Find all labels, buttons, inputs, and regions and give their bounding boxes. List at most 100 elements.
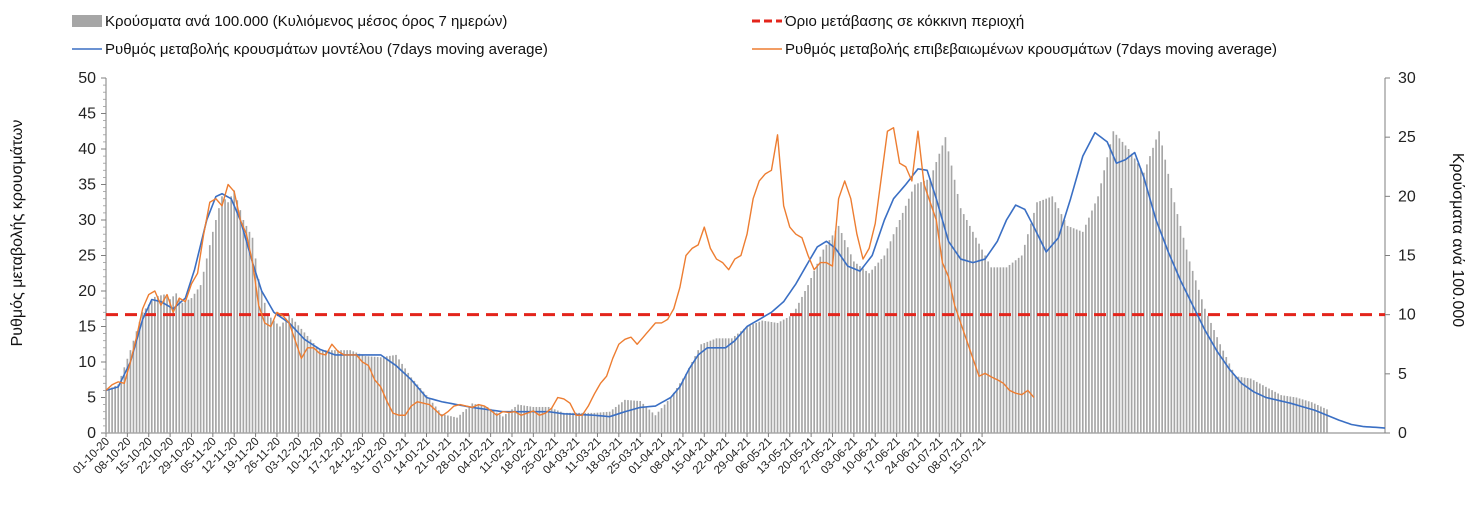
y-right-tick-label: 10 bbox=[1398, 307, 1416, 324]
bar bbox=[593, 412, 596, 433]
bar bbox=[581, 412, 584, 433]
bar bbox=[941, 145, 944, 433]
confirmed-rate-line bbox=[105, 126, 1035, 417]
bar bbox=[825, 244, 828, 433]
bar bbox=[578, 412, 580, 433]
bar bbox=[550, 408, 553, 433]
bar bbox=[1307, 401, 1310, 433]
bar bbox=[1185, 249, 1188, 433]
y-left-tick-label: 0 bbox=[87, 425, 96, 442]
bar bbox=[547, 406, 550, 433]
bar bbox=[1179, 225, 1182, 433]
bar bbox=[263, 302, 266, 433]
bar bbox=[315, 346, 318, 433]
bar bbox=[489, 408, 492, 433]
bar bbox=[990, 267, 993, 433]
y-left-tick-label: 10 bbox=[78, 354, 96, 371]
y-right-tick-label: 30 bbox=[1398, 70, 1416, 87]
bar bbox=[273, 320, 275, 433]
bar bbox=[669, 397, 672, 433]
bar bbox=[706, 341, 709, 433]
bar bbox=[1173, 202, 1176, 433]
bar bbox=[944, 137, 947, 434]
bar bbox=[205, 258, 208, 433]
bar bbox=[178, 298, 181, 433]
bar-series bbox=[105, 131, 1328, 434]
bar bbox=[331, 350, 333, 433]
y-right-tick-label: 5 bbox=[1398, 366, 1407, 383]
bar bbox=[935, 162, 938, 433]
bar bbox=[187, 299, 190, 433]
y-left-tick-label: 20 bbox=[78, 283, 96, 300]
bar bbox=[654, 415, 657, 433]
bar bbox=[978, 243, 980, 433]
bar bbox=[798, 302, 800, 433]
y-left-tick-label: 25 bbox=[78, 248, 96, 265]
bar bbox=[697, 350, 700, 433]
bar bbox=[819, 256, 822, 433]
bar bbox=[810, 277, 812, 433]
bar bbox=[340, 350, 342, 433]
bar bbox=[1155, 139, 1157, 433]
bar bbox=[532, 406, 535, 433]
bar bbox=[108, 388, 110, 433]
bar bbox=[553, 409, 556, 433]
bar bbox=[367, 356, 370, 433]
bar bbox=[1222, 350, 1225, 433]
bar bbox=[1133, 158, 1136, 433]
bar bbox=[1249, 378, 1252, 433]
bar bbox=[114, 385, 116, 433]
bar bbox=[969, 225, 971, 433]
bar bbox=[605, 411, 608, 433]
bar bbox=[965, 220, 968, 433]
bar bbox=[1161, 145, 1163, 433]
bar bbox=[370, 356, 373, 433]
bar bbox=[1234, 376, 1237, 433]
bar bbox=[1167, 173, 1170, 433]
bar bbox=[1002, 267, 1005, 433]
bar bbox=[1048, 197, 1051, 433]
bar bbox=[642, 403, 645, 433]
bar bbox=[1139, 167, 1142, 433]
bar bbox=[767, 321, 770, 433]
bar bbox=[239, 210, 242, 433]
bar bbox=[498, 414, 501, 433]
bar bbox=[495, 412, 498, 433]
bar bbox=[853, 261, 855, 433]
bar bbox=[160, 295, 162, 433]
bar bbox=[611, 409, 614, 433]
bar bbox=[169, 299, 171, 433]
bar bbox=[1219, 344, 1221, 433]
model-rate-line bbox=[105, 131, 1386, 429]
bar bbox=[450, 416, 452, 433]
bar bbox=[483, 406, 486, 433]
bar bbox=[1014, 260, 1017, 433]
bar bbox=[648, 409, 651, 433]
bar bbox=[608, 411, 611, 433]
bar bbox=[1194, 280, 1197, 433]
bar bbox=[270, 317, 272, 434]
bar bbox=[1228, 363, 1231, 433]
legend-label: Όριο μετάβασης σε κόκκινη περιοχή bbox=[784, 13, 1024, 30]
bar bbox=[984, 255, 986, 433]
bar bbox=[694, 356, 696, 433]
bar bbox=[849, 254, 852, 433]
bar bbox=[898, 220, 901, 433]
bar bbox=[492, 410, 495, 433]
bar bbox=[715, 338, 718, 433]
bar bbox=[456, 417, 458, 433]
bar bbox=[349, 350, 352, 433]
bar bbox=[831, 235, 834, 433]
bar bbox=[254, 258, 257, 433]
bar bbox=[569, 412, 571, 433]
bar bbox=[1066, 225, 1069, 433]
bar bbox=[138, 321, 141, 433]
bar bbox=[199, 285, 202, 433]
bar bbox=[303, 332, 306, 433]
bar bbox=[1210, 322, 1212, 433]
bar bbox=[624, 399, 626, 433]
bar bbox=[804, 291, 806, 433]
bar bbox=[877, 262, 880, 433]
bar bbox=[266, 314, 269, 433]
